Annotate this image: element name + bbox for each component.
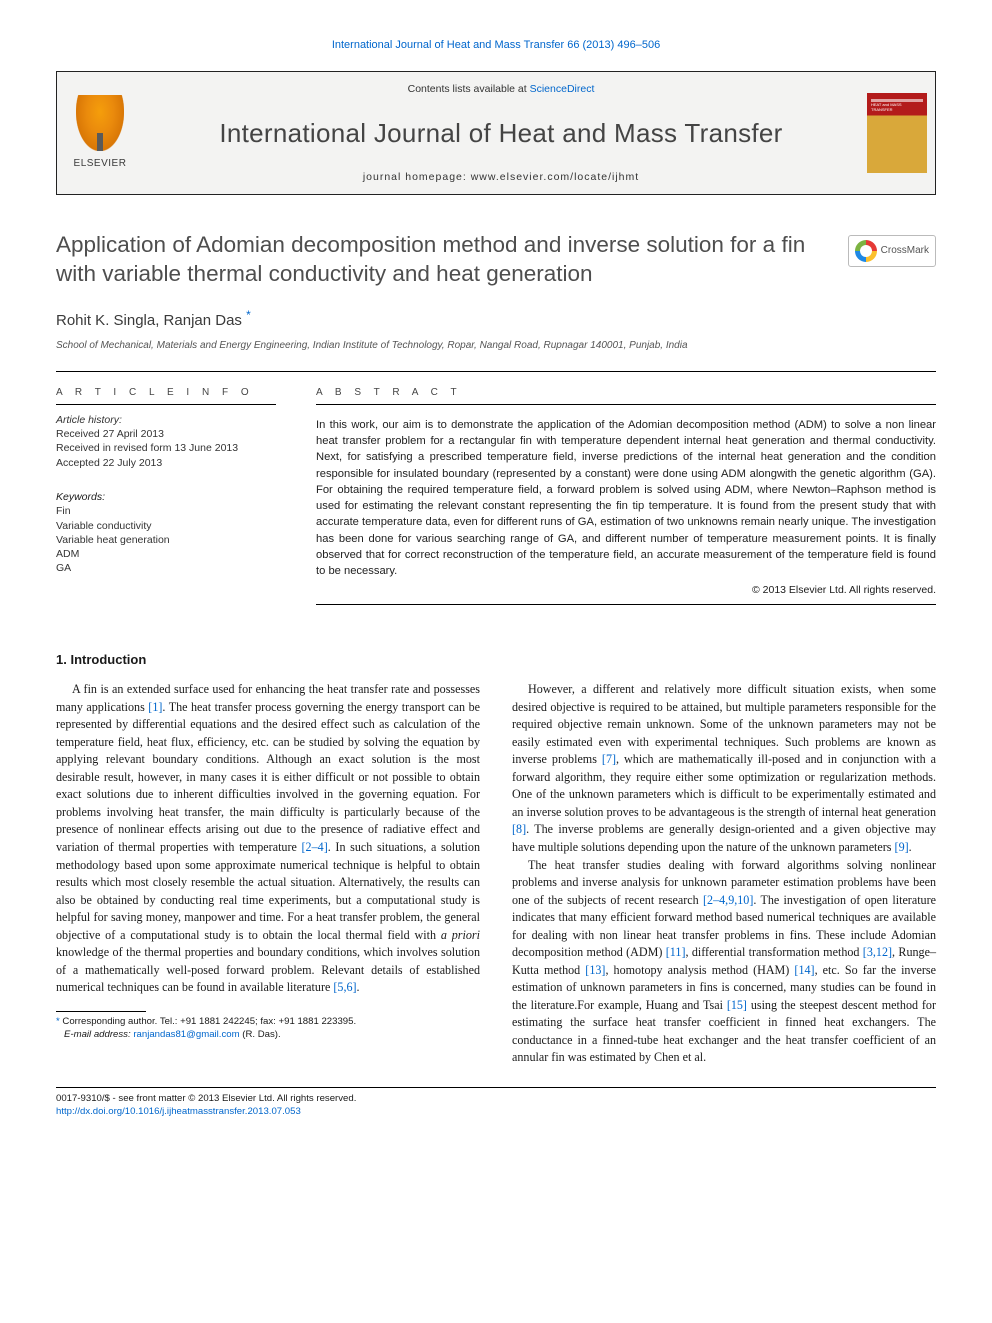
keyword: Fin xyxy=(56,505,71,517)
cite-link[interactable]: [2–4] xyxy=(302,840,328,854)
corr-email-link[interactable]: ranjandas81@gmail.com xyxy=(133,1029,239,1040)
info-abstract-row: A R T I C L E I N F O Article history: R… xyxy=(56,372,936,605)
authors: Rohit K. Singla, Ranjan Das * xyxy=(56,307,936,331)
abstract-rule xyxy=(316,404,936,405)
keyword: ADM xyxy=(56,548,79,560)
publisher-name: ELSEVIER xyxy=(74,157,127,171)
keyword: Variable conductivity xyxy=(56,520,152,532)
journal-name: International Journal of Heat and Mass T… xyxy=(219,115,782,151)
email-label: E-mail address: xyxy=(64,1029,131,1040)
info-rule xyxy=(56,404,276,405)
contents-line: Contents lists available at ScienceDirec… xyxy=(408,82,595,97)
cite-link[interactable]: [1] xyxy=(148,700,162,714)
footnote-rule xyxy=(56,1011,146,1012)
article-history: Article history: Received 27 April 2013 … xyxy=(56,413,276,470)
crossmark-icon xyxy=(855,240,877,262)
intro-p3: The heat transfer studies dealing with f… xyxy=(512,857,936,1067)
footnote-mark-icon: * xyxy=(56,1016,60,1027)
history-revised: Received in revised form 13 June 2013 xyxy=(56,442,238,454)
keyword: Variable heat generation xyxy=(56,534,170,546)
cite-link[interactable]: [7] xyxy=(602,752,616,766)
title-row: Application of Adomian decomposition met… xyxy=(56,231,936,289)
copyright-line: © 2013 Elsevier Ltd. All rights reserved… xyxy=(316,583,936,598)
history-label: Article history: xyxy=(56,414,122,426)
abstract-col: A B S T R A C T In this work, our aim is… xyxy=(316,372,936,605)
abstract-bottom-rule xyxy=(316,604,936,605)
abstract-head: A B S T R A C T xyxy=(316,386,936,400)
header-center: Contents lists available at ScienceDirec… xyxy=(143,72,859,194)
crossmark-label: CrossMark xyxy=(881,244,929,258)
front-matter-line: 0017-9310/$ - see front matter © 2013 El… xyxy=(56,1093,356,1104)
footnotes: * Corresponding author. Tel.: +91 1881 2… xyxy=(56,1016,480,1042)
history-received: Received 27 April 2013 xyxy=(56,428,164,440)
cite-link[interactable]: [14] xyxy=(794,963,814,977)
intro-p1: A fin is an extended surface used for en… xyxy=(56,681,480,997)
corr-author-note: Corresponding author. Tel.: +91 1881 242… xyxy=(62,1016,356,1027)
keywords-label: Keywords: xyxy=(56,490,276,505)
cite-link[interactable]: [11] xyxy=(666,945,686,959)
journal-homepage[interactable]: journal homepage: www.elsevier.com/locat… xyxy=(363,170,639,185)
email-who: (R. Das). xyxy=(242,1029,280,1040)
citation-top[interactable]: International Journal of Heat and Mass T… xyxy=(56,38,936,53)
paper-title: Application of Adomian decomposition met… xyxy=(56,231,828,289)
doi-link[interactable]: http://dx.doi.org/10.1016/j.ijheatmasstr… xyxy=(56,1106,301,1117)
bottom-rule xyxy=(56,1087,936,1088)
history-accepted: Accepted 22 July 2013 xyxy=(56,457,162,469)
intro-p2: However, a different and relatively more… xyxy=(512,681,936,856)
cover-thumb-title: HEAT and MASS TRANSFER xyxy=(871,103,923,112)
bottom-meta: 0017-9310/$ - see front matter © 2013 El… xyxy=(56,1092,936,1119)
journal-header: ELSEVIER Contents lists available at Sci… xyxy=(56,71,936,195)
crossmark-badge[interactable]: CrossMark xyxy=(848,235,936,267)
cover-thumb-wrap: HEAT and MASS TRANSFER xyxy=(859,72,935,194)
cite-link[interactable]: [13] xyxy=(585,963,605,977)
sciencedirect-link[interactable]: ScienceDirect xyxy=(530,83,595,95)
cite-link[interactable]: [3,12] xyxy=(863,945,892,959)
corresponding-mark-icon: * xyxy=(246,308,251,322)
cite-link[interactable]: [15] xyxy=(727,998,747,1012)
keyword: GA xyxy=(56,562,71,574)
elsevier-tree-icon xyxy=(76,95,124,151)
article-info-head: A R T I C L E I N F O xyxy=(56,386,276,400)
contents-prefix: Contents lists available at xyxy=(408,83,530,95)
intro-heading: 1. Introduction xyxy=(56,651,936,669)
keywords-list: Fin Variable conductivity Variable heat … xyxy=(56,504,276,575)
cite-link[interactable]: [2–4,9,10] xyxy=(703,893,753,907)
journal-cover-thumb: HEAT and MASS TRANSFER xyxy=(867,93,927,173)
intro-section: 1. Introduction A fin is an extended sur… xyxy=(56,651,936,1067)
author-names: Rohit K. Singla, Ranjan Das xyxy=(56,312,242,329)
article-info-col: A R T I C L E I N F O Article history: R… xyxy=(56,372,276,605)
cite-link[interactable]: [5,6] xyxy=(333,980,356,994)
cite-link[interactable]: [8] xyxy=(512,822,526,836)
abstract-text: In this work, our aim is to demonstrate … xyxy=(316,417,936,579)
publisher-logo: ELSEVIER xyxy=(57,72,143,194)
body-two-column: A fin is an extended surface used for en… xyxy=(56,681,936,1067)
cite-link[interactable]: [9] xyxy=(895,840,909,854)
affiliation: School of Mechanical, Materials and Ener… xyxy=(56,339,936,353)
page: International Journal of Heat and Mass T… xyxy=(0,0,992,1149)
